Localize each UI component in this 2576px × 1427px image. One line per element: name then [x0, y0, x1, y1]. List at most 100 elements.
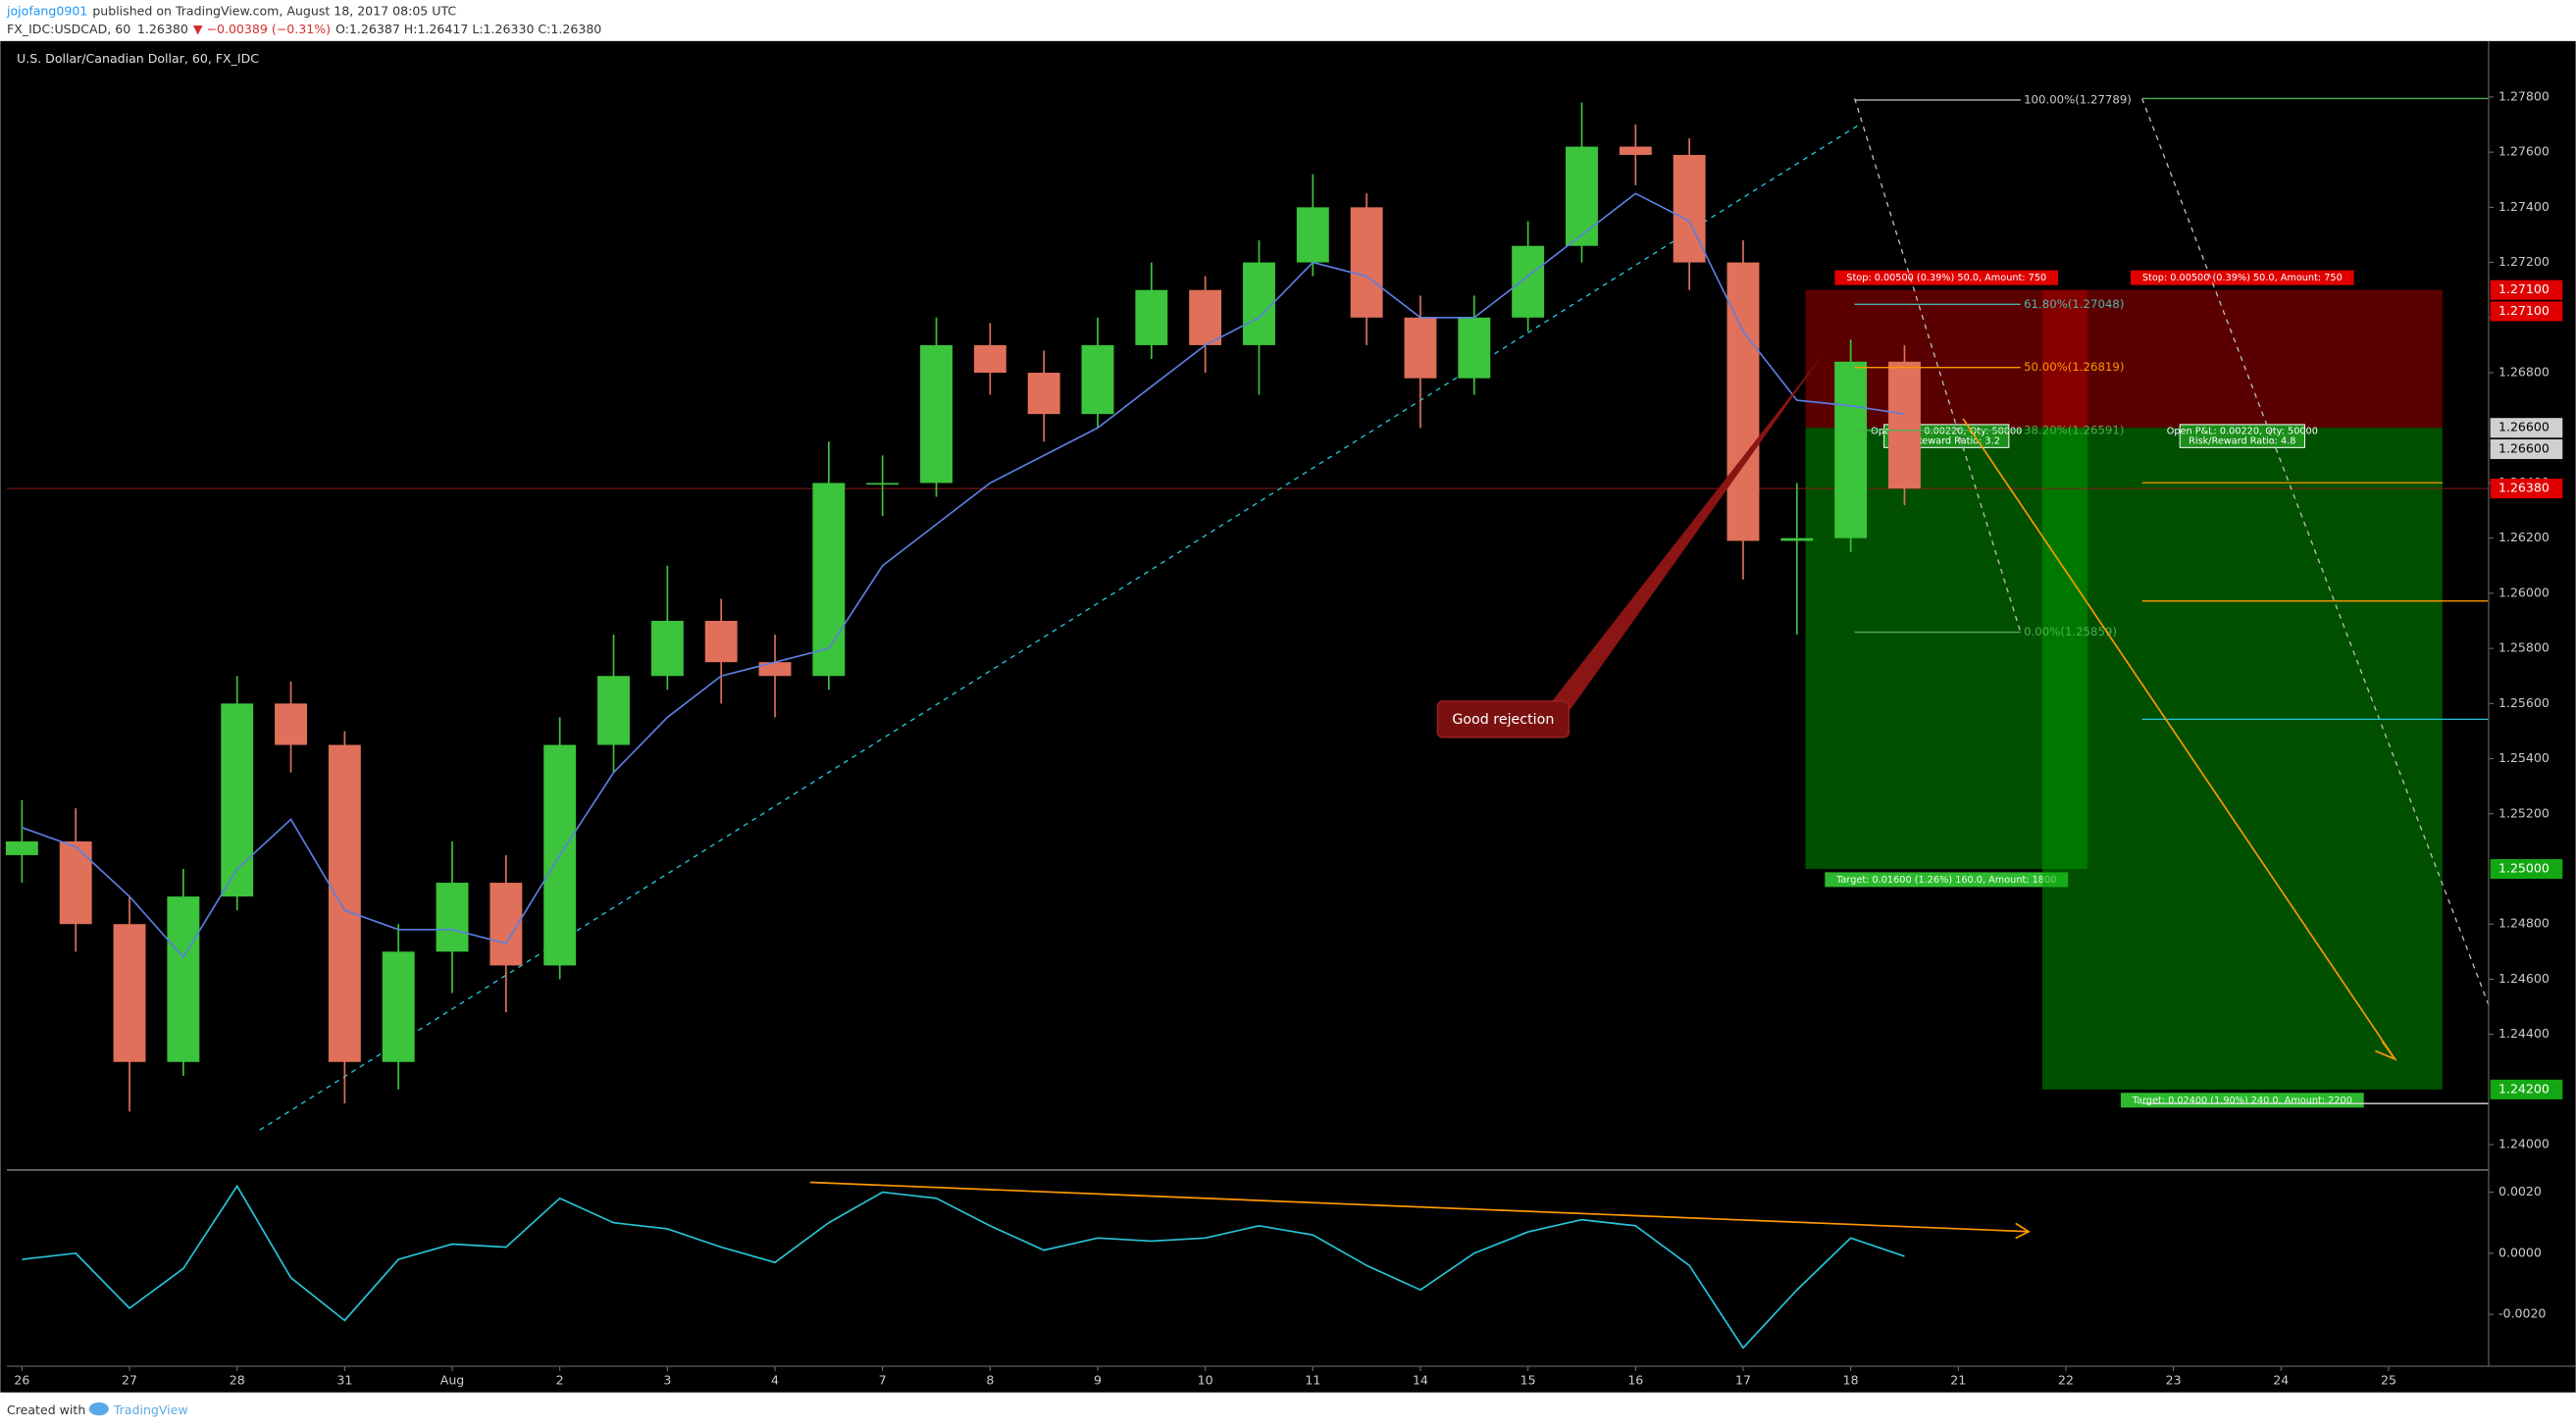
y-tick-label: 1.25200 [2499, 805, 2550, 820]
candle-body [1834, 361, 1868, 538]
y-tick-label: 1.26800 [2499, 365, 2550, 380]
price-marker [2490, 1079, 2563, 1099]
candle-body [382, 951, 415, 1062]
x-tick-label: 21 [1950, 1373, 1966, 1388]
x-tick-label: 11 [1305, 1373, 1320, 1388]
candle-body [758, 662, 792, 677]
price: 1.26380 [137, 22, 188, 36]
candle-body [650, 621, 684, 677]
stop-label-box [1834, 270, 2059, 285]
x-tick-label: 17 [1735, 1373, 1751, 1388]
price-marker-label: 1.26600 [2499, 441, 2550, 456]
candle-body [1189, 289, 1222, 345]
candle-body [812, 483, 846, 677]
author[interactable]: jojofang0901 [6, 3, 87, 18]
candle-body [1404, 317, 1437, 379]
pnl-label: Open P&L: 0.00220, Qty: 50000 [1871, 427, 2022, 437]
y-tick-label: 1.24400 [2499, 1026, 2550, 1041]
x-tick-label: 4 [771, 1373, 779, 1388]
y-tick-label: 1.26000 [2499, 585, 2550, 599]
divergence-line [809, 1181, 2030, 1233]
x-tick-label: 15 [1520, 1373, 1536, 1388]
price-marker [2490, 280, 2563, 300]
change: ▼ −0.00389 (−0.31%) [193, 22, 331, 36]
x-tick-label: 22 [2058, 1373, 2074, 1388]
y2-tick-label: 0.0020 [2499, 1184, 2542, 1198]
price-marker-label: 1.24200 [2499, 1081, 2550, 1096]
footer-brand[interactable]: TradingView [113, 1402, 188, 1417]
price-marker [2490, 858, 2563, 880]
y-tick-label: 1.27200 [2499, 254, 2550, 269]
candle-body [1296, 207, 1329, 263]
y-tick-label: 1.24800 [2499, 916, 2550, 931]
y-tick-label: 1.24000 [2499, 1137, 2550, 1151]
moving-average [22, 192, 1905, 959]
candle-body [167, 896, 200, 1062]
candle-body [59, 841, 92, 925]
target-label: Target: 0.02400 (1.90%) 240.0, Amount: 2… [2132, 1096, 2352, 1106]
price-marker [2490, 418, 2563, 438]
price-marker [2490, 438, 2563, 460]
chart-title: U.S. Dollar/Canadian Dollar, 60, FX_IDC [17, 51, 259, 66]
candle-body [1619, 146, 1652, 155]
y-tick-label: 1.27600 [2499, 144, 2550, 159]
oscillator-line [22, 1184, 1905, 1350]
fib-diagonal [1854, 98, 2022, 633]
candle-body [1135, 289, 1168, 345]
header-bar [0, 0, 2576, 41]
y-tick-label: 1.27800 [2499, 88, 2550, 103]
x-tick-label: Aug [440, 1373, 465, 1388]
price-marker-label: 1.27100 [2499, 303, 2550, 318]
candle-body [221, 703, 254, 897]
price-marker-label: 1.27100 [2499, 281, 2550, 296]
y-tick-label: 1.27400 [2499, 199, 2550, 214]
x-tick-label: 28 [230, 1373, 245, 1388]
y-tick-label: 1.26200 [2499, 530, 2550, 544]
fib-label: 100.00%(1.27789) [2024, 93, 2132, 107]
fib-label: 38.20%(1.26591) [2024, 423, 2124, 436]
header-line-2: FX_IDC:USDCAD, 60 1.26380 ▼ −0.00389 (−0.3… [7, 22, 601, 36]
candle-body [1566, 146, 1598, 246]
candle-body [328, 744, 361, 1062]
x-tick-label: 3 [663, 1373, 671, 1388]
footer-bar [0, 1392, 2576, 1427]
x-tick-label: 18 [1843, 1373, 1859, 1388]
candle-body [489, 883, 523, 966]
x-tick-label: 26 [14, 1373, 29, 1388]
candle-body [1458, 317, 1491, 379]
y-tick-label: 1.25800 [2499, 640, 2550, 655]
candle-body [1726, 262, 1760, 541]
fib-label: 0.00%(1.25859) [2024, 625, 2117, 638]
brand-logo [88, 1402, 109, 1416]
price-marker-label: 1.26600 [2499, 420, 2550, 434]
candle-body [597, 676, 630, 745]
candle-body [275, 703, 307, 745]
x-tick-label: 7 [879, 1373, 887, 1388]
candle-body [1027, 373, 1060, 415]
x-tick-label: 14 [1413, 1373, 1428, 1388]
arrow-head [2375, 1041, 2397, 1061]
header-line-1: jojofang0901 published on TradingView.com… [6, 3, 456, 18]
x-tick-label: 25 [2381, 1373, 2396, 1388]
ohlc: O:1.26387 H:1.26417 L:1.26330 C:1.26380 [335, 22, 601, 36]
fib-label: 50.00%(1.26819) [2024, 360, 2124, 374]
candle-body [973, 344, 1006, 374]
x-tick-label: 23 [2166, 1373, 2182, 1388]
x-tick-label: 2 [556, 1373, 564, 1388]
footer-created: Created with [7, 1402, 85, 1417]
target-label: Target: 0.01600 (1.26%) 160.0, Amount: 1… [1835, 875, 2056, 886]
candle-body [1081, 344, 1114, 415]
candle-body [1673, 154, 1706, 263]
projection-diagonal [2141, 98, 2490, 1005]
price-marker-label: 1.25000 [2499, 861, 2550, 876]
pnl-label: Open P&L: 0.00220, Qty: 50000 [2167, 427, 2318, 437]
forecast-arrow [1962, 418, 2396, 1060]
arrow-head [2015, 1222, 2031, 1240]
y2-tick-label: -0.0020 [2499, 1306, 2546, 1321]
fib-label: 61.80%(1.27048) [2024, 297, 2124, 311]
x-tick-label: 27 [122, 1373, 137, 1388]
rr-label: Risk/Reward Ratio: 4.8 [2189, 436, 2295, 447]
stop-label: Stop: 0.00500 (0.39%) 50.0, Amount: 750 [2142, 273, 2343, 283]
candle-body [1243, 262, 1275, 345]
